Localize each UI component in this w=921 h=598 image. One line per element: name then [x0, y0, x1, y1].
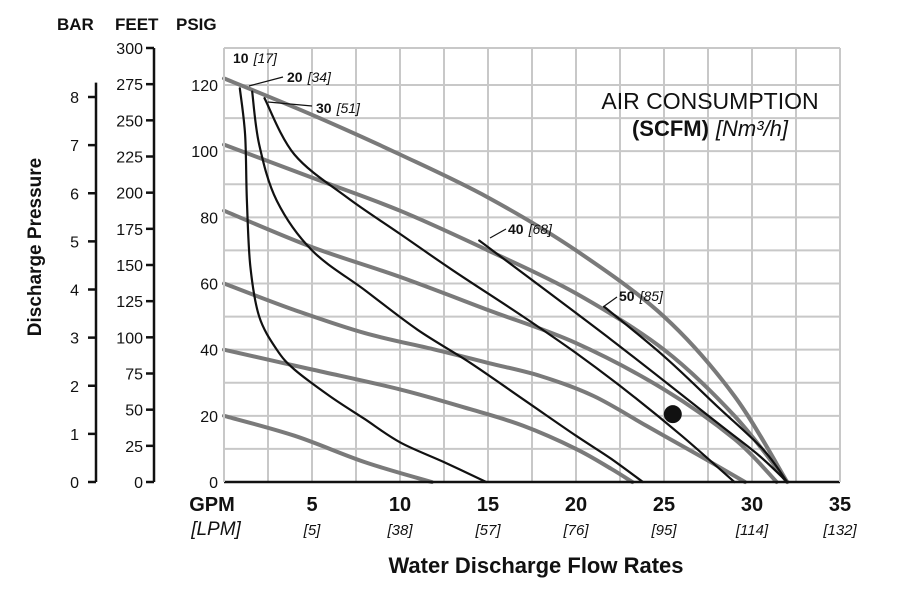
- psig-tick-labels: 0 20 40 60 80 100 120: [191, 78, 218, 492]
- air-curve-20-scfm: [251, 90, 644, 484]
- air-label-leader: [489, 228, 507, 239]
- head-curve-3: [222, 281, 747, 484]
- feet-tick-175: 175: [116, 222, 143, 239]
- feet-tick-100: 100: [116, 330, 143, 347]
- bar-tick-6: 6: [70, 186, 79, 203]
- psig-scale-header: PSIG: [176, 15, 217, 34]
- air-label-leader: [248, 76, 284, 87]
- air-label-scfm: 10: [233, 50, 249, 66]
- head-curve-1: [222, 413, 434, 484]
- air-label-20: 20 [34]: [287, 69, 332, 85]
- air-consumption-curves: [238, 87, 789, 484]
- x-tick-gpm-20: 20: [565, 494, 587, 516]
- bar-tick-8: 8: [70, 90, 79, 107]
- feet-tick-200: 200: [116, 186, 143, 203]
- bar-tick-2: 2: [70, 379, 79, 396]
- air-label-nm3h: [34]: [307, 69, 332, 85]
- x-tick-lpm-30: [114]: [735, 522, 769, 539]
- feet-scale-header: FEET: [115, 15, 159, 34]
- air-label-nm3h: [85]: [639, 288, 664, 304]
- air-label-30: 30 [51]: [316, 100, 361, 116]
- head-curves: [222, 76, 790, 484]
- air-consumption-labels: 10 [17] 20 [34] 30 [51] 40 [68] 50 [85]: [233, 50, 664, 308]
- x-tick-lpm-15: [57]: [474, 522, 501, 539]
- head-curve-4: [222, 208, 779, 484]
- feet-tick-250: 250: [116, 113, 143, 130]
- air-curve-10-scfm: [238, 87, 488, 484]
- head-curve-6: [222, 76, 790, 484]
- x-tick-gpm-5: 5: [306, 494, 317, 516]
- air-label-leader: [602, 296, 618, 308]
- air-label-40: 40 [68]: [508, 221, 553, 237]
- psig-tick-80: 80: [200, 210, 218, 227]
- feet-tick-225: 225: [116, 150, 143, 167]
- x-tick-gpm-25: 25: [653, 494, 675, 516]
- feet-tick-275: 275: [116, 77, 143, 94]
- air-label-leader: [267, 101, 313, 107]
- air-label-scfm: 30: [316, 100, 332, 116]
- operating-point-marker: [663, 405, 682, 424]
- feet-tick-300: 300: [116, 41, 143, 58]
- feet-tick-0: 0: [134, 475, 143, 492]
- x-unit-gpm: GPM: [189, 494, 235, 516]
- feet-scale: 0 25 50 75 100 125 150 175 200 225 250 275 300: [116, 41, 156, 492]
- x-tick-labels: 5 [5] 10 [38] 15 [57] 20 [76] 25 [95] 30 [114] 35 [13…: [303, 494, 858, 539]
- air-label-50: 50 [85]: [619, 288, 664, 304]
- x-tick-gpm-10: 10: [389, 494, 411, 516]
- x-tick-lpm-25: [95]: [650, 522, 677, 539]
- psig-tick-0: 0: [209, 475, 218, 492]
- x-tick-gpm-35: 35: [829, 494, 851, 516]
- bar-scale: 0 1 2 3 4 5 6 7 8: [70, 82, 98, 492]
- feet-tick-25: 25: [125, 439, 143, 456]
- bar-tick-0: 0: [70, 475, 79, 492]
- feet-tick-50: 50: [125, 403, 143, 420]
- x-tick-lpm-10: [38]: [386, 522, 413, 539]
- bar-tick-3: 3: [70, 331, 79, 348]
- bar-scale-header: BAR: [57, 15, 94, 34]
- head-curve-5: [222, 142, 790, 484]
- bar-tick-1: 1: [70, 427, 79, 444]
- air-curve-30-scfm: [263, 97, 736, 484]
- feet-tick-150: 150: [116, 258, 143, 275]
- legend-title: AIR CONSUMPTION: [601, 88, 818, 114]
- feet-tick-75: 75: [125, 367, 143, 384]
- legend-unit-nm3h: [Nm³/h]: [715, 116, 789, 141]
- air-label-nm3h: [17]: [253, 50, 278, 66]
- psig-tick-100: 100: [191, 144, 218, 161]
- psig-tick-120: 120: [191, 78, 218, 95]
- air-label-10: 10 [17]: [233, 50, 278, 66]
- x-tick-lpm-20: [76]: [562, 522, 589, 539]
- feet-tick-125: 125: [116, 294, 143, 311]
- x-tick-lpm-35: [132]: [822, 522, 857, 539]
- plot-frame: [223, 48, 841, 484]
- air-curve-50-scfm: [603, 305, 789, 484]
- legend-units: (SCFM) [Nm³/h]: [632, 116, 789, 141]
- air-curve-40-scfm: [478, 239, 789, 484]
- x-tick-gpm-15: 15: [477, 494, 499, 516]
- x-unit-lpm: [LPM]: [190, 519, 241, 540]
- head-curve-2: [222, 347, 635, 484]
- air-label-nm3h: [51]: [336, 100, 361, 116]
- y-axis-title: Discharge Pressure: [25, 158, 46, 337]
- legend-unit-scfm: (SCFM): [632, 116, 709, 141]
- psig-tick-40: 40: [200, 343, 218, 360]
- bar-tick-4: 4: [70, 283, 79, 300]
- bar-tick-7: 7: [70, 138, 79, 155]
- air-label-scfm: 20: [287, 69, 303, 85]
- x-axis-title: Water Discharge Flow Rates: [388, 553, 683, 578]
- air-label-scfm: 50: [619, 288, 635, 304]
- x-tick-lpm-5: [5]: [303, 522, 322, 539]
- x-tick-gpm-30: 30: [741, 494, 763, 516]
- air-label-nm3h: [68]: [528, 221, 553, 237]
- psig-tick-60: 60: [200, 277, 218, 294]
- psig-tick-20: 20: [200, 409, 218, 426]
- bar-tick-5: 5: [70, 234, 79, 251]
- air-label-scfm: 40: [508, 221, 524, 237]
